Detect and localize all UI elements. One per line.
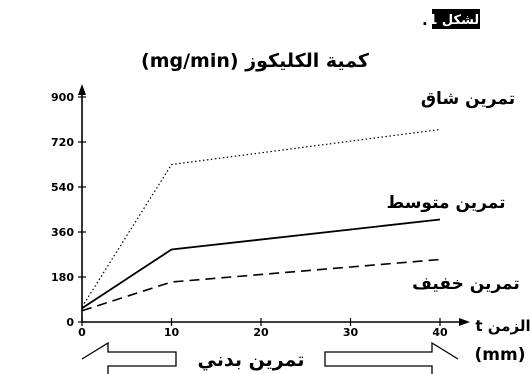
series-label-light: تمرين خفيف: [412, 274, 520, 294]
x-tick-label-30: 30: [343, 326, 359, 339]
y-tick-label-360: 360: [51, 226, 74, 239]
y-tick-label-900: 900: [51, 91, 74, 104]
x-axis-label: الزمن t: [475, 317, 530, 335]
y-axis-arrowhead: [78, 84, 86, 95]
y-tick-label-720: 720: [51, 136, 74, 149]
series-line-hard: [81, 128, 441, 308]
figure-label-box: [432, 9, 480, 29]
series-label-moderate: تمرين متوسط: [387, 193, 506, 213]
y-tick-label-540: 540: [51, 181, 74, 194]
figure-label-dot: .: [422, 11, 428, 29]
axes: [78, 84, 470, 326]
x-tick-label-10: 10: [164, 326, 180, 339]
x-axis-arrowhead: [459, 318, 470, 326]
x-tick-label-0: 0: [78, 326, 86, 339]
x-axis-unit: (mm): [475, 345, 526, 365]
y-axis-label: كمية الكليكوز (mg/min): [141, 50, 370, 72]
exercise-arrow-left: [81, 341, 177, 374]
y-tick-label-180: 180: [51, 271, 74, 284]
exercise-arrow-label: تمرين بدني: [197, 349, 304, 371]
series-label-hard: تمرين شاق: [421, 89, 515, 109]
ticks: 0 180 360 540 720 900 0 10 20 30 40: [51, 91, 448, 339]
x-tick-label-40: 40: [432, 326, 448, 339]
exercise-arrow-right: [324, 341, 459, 374]
series-line-moderate: [81, 218, 441, 310]
x-tick-label-20: 20: [253, 326, 269, 339]
figure-label: الشكل 1: [428, 13, 483, 28]
series-line-light: [81, 258, 441, 312]
series-lines: [81, 128, 441, 312]
y-tick-label-0: 0: [66, 316, 74, 329]
